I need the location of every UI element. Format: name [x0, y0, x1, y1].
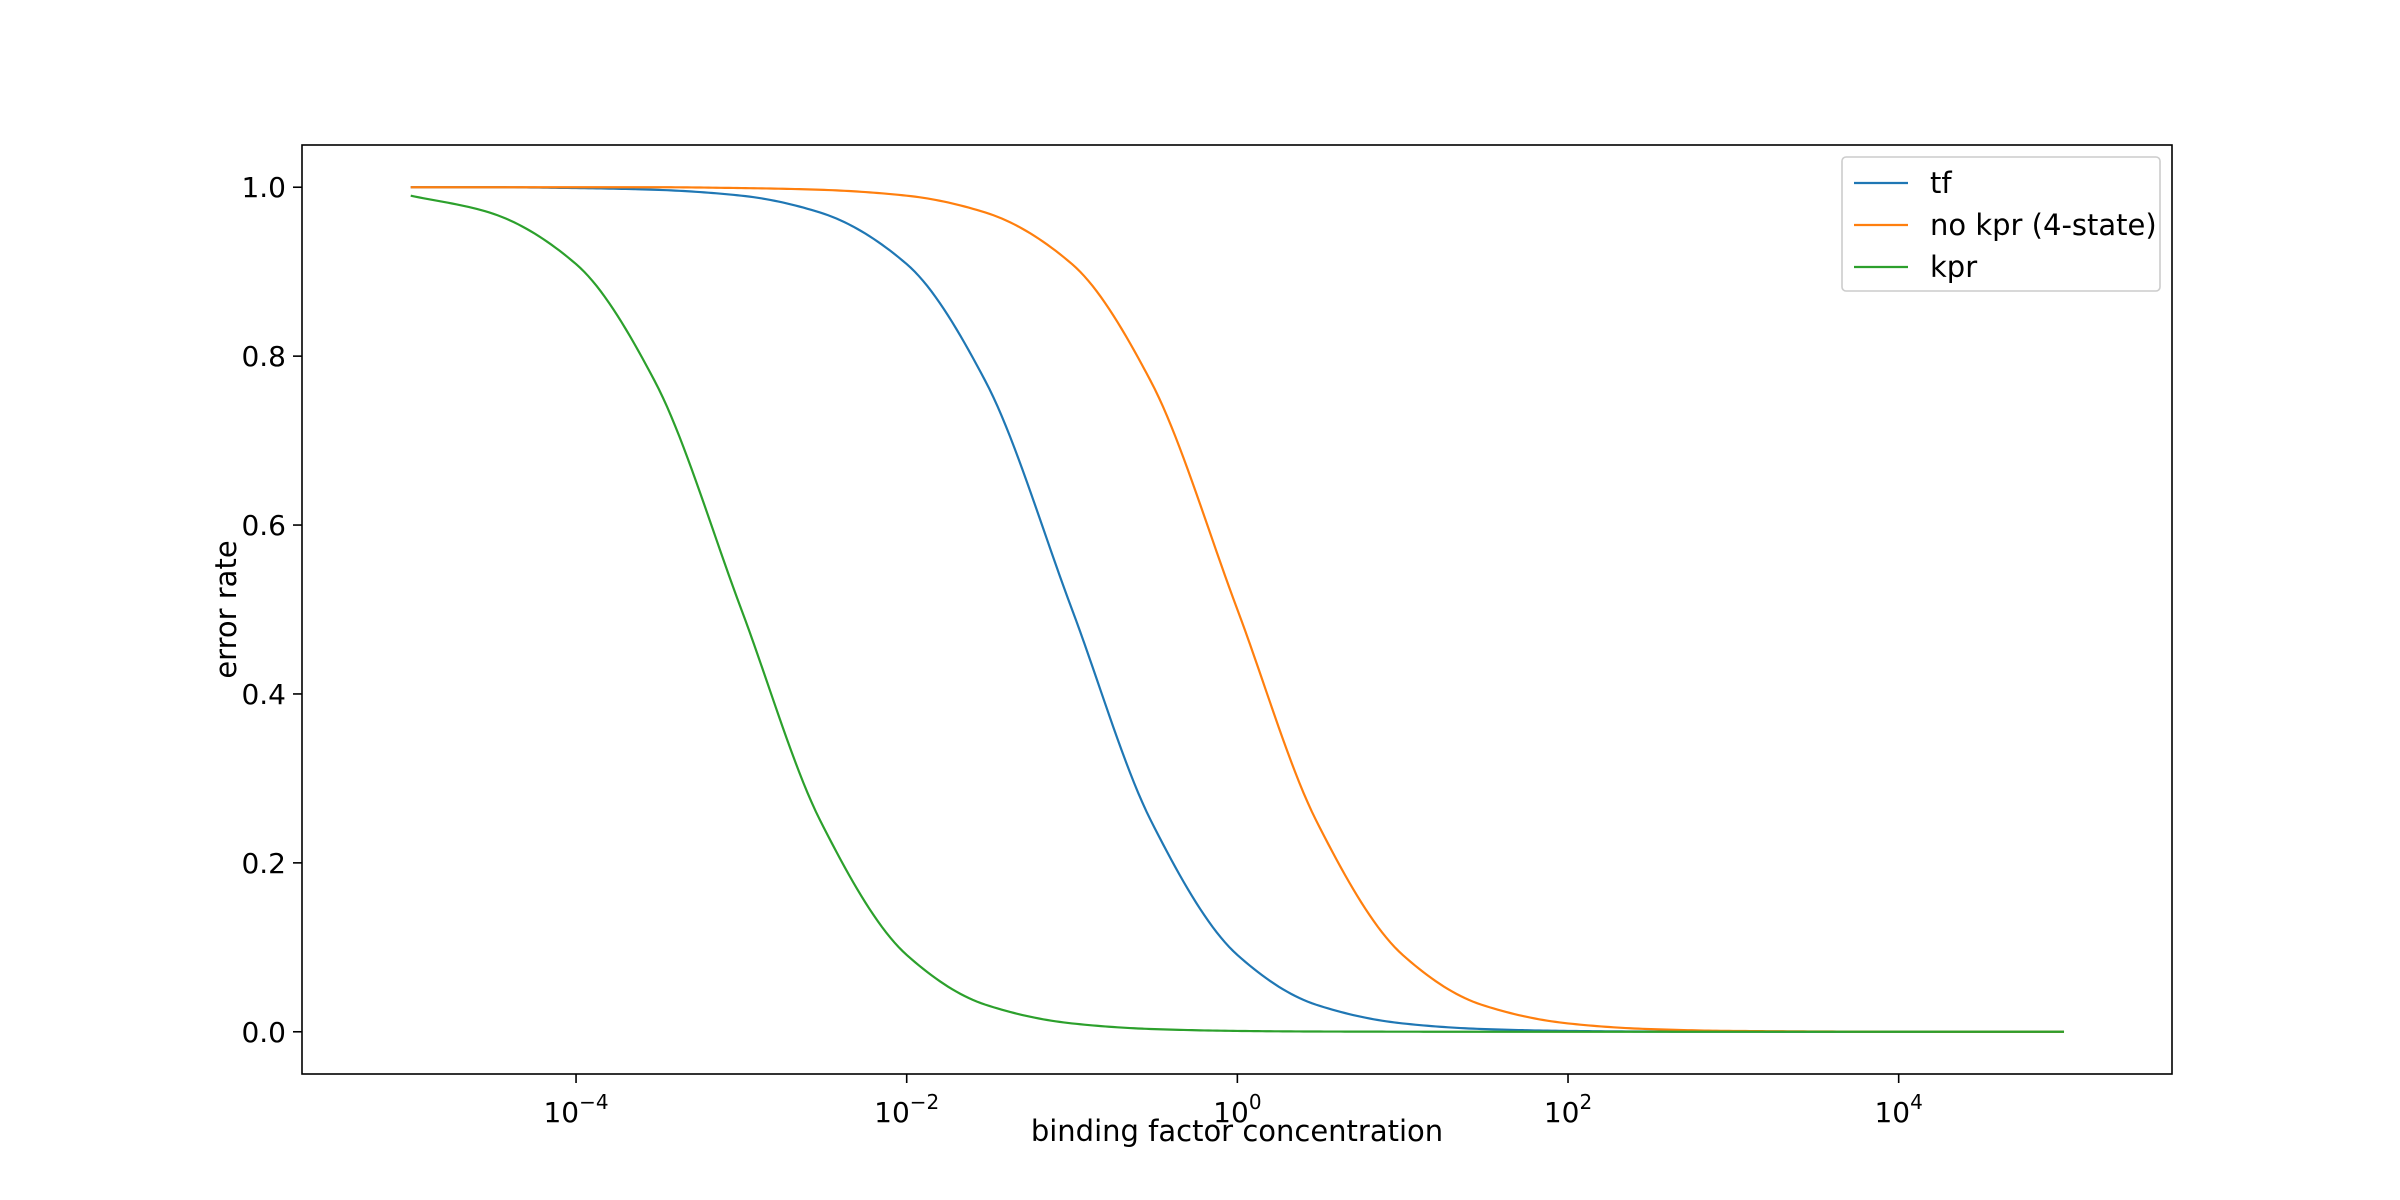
- legend-label-1: no kpr (4-state): [1930, 208, 2157, 242]
- y-tick-label-4: 0.8: [241, 340, 286, 373]
- y-tick-label-3: 0.6: [241, 509, 286, 542]
- series-line-2: [410, 194, 2065, 1033]
- x-tick-label-2: 100: [1213, 1090, 1261, 1129]
- series-layer: [410, 186, 2065, 1033]
- y-tick-label-1: 0.2: [241, 847, 286, 880]
- legend-label-2: kpr: [1930, 250, 1977, 284]
- y-tick-label-5: 1.0: [241, 171, 286, 204]
- y-tick-label-2: 0.4: [241, 678, 286, 711]
- legend-box: [1841, 156, 2161, 292]
- ticks-layer: 10−4 10−2 100 102 104 0.0 0.2 0.4 0.6 0.8 1.0: [241, 171, 1922, 1129]
- legend-label-0: tf: [1930, 166, 1952, 200]
- y-tick-label-0: 0.0: [241, 1016, 286, 1049]
- x-tick-label-0: 10−4: [543, 1090, 608, 1129]
- x-tick-label-1: 10−2: [874, 1090, 939, 1129]
- plot-frame: [301, 144, 2173, 1075]
- x-tick-label-4: 104: [1874, 1090, 1922, 1129]
- x-axis-title: binding factor concentration: [1031, 1114, 1443, 1148]
- y-axis-title: error rate: [209, 540, 243, 678]
- legend: tf no kpr (4-state) kpr: [1841, 156, 2161, 292]
- x-tick-label-3: 102: [1544, 1090, 1592, 1129]
